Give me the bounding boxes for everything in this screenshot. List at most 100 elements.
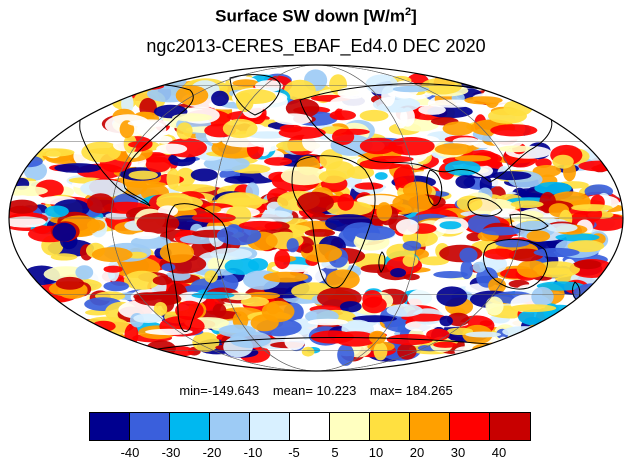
anomaly-patch [75,265,94,280]
anomaly-patch [128,170,158,180]
anomaly-patch [490,124,538,137]
title-text: Surface SW down [W/m [215,6,406,26]
anomaly-patch [433,271,468,279]
anomaly-patch [44,205,69,218]
anomaly-patch [284,79,316,101]
colorbar [89,412,531,441]
anomaly-patch [421,77,462,95]
anomaly-patch [329,110,356,121]
anomaly-patch [490,208,521,219]
colorbar-box [290,413,330,440]
colorbar-box [210,413,250,440]
anomaly-patch [87,219,106,231]
anomaly-patch [359,137,397,155]
anomaly-patch [240,296,269,307]
anomaly-patch [296,191,334,213]
stat-max: max= 184.265 [369,383,453,398]
colorbar-tick-label: 10 [368,445,384,460]
anomaly-patch [55,276,85,290]
anomaly-patch [516,260,547,278]
anomaly-patch [362,296,387,314]
anomaly-patch [318,170,347,184]
anomaly-patch [156,135,173,144]
anomaly-patch [156,143,188,155]
anomaly-patch [172,184,217,193]
anomaly-patch [166,168,180,190]
anomaly-patch [567,240,605,253]
anomaly-patch [132,231,160,240]
anomaly-patch [484,73,505,89]
anomaly-patch [444,160,481,176]
map-subtitle: ngc2013-CERES_EBAF_Ed4.0 DEC 2020 [146,36,486,56]
anomaly-patch [396,219,420,235]
colorbar-box [330,413,370,440]
anomaly-patch [402,240,422,251]
anomaly-patch [91,247,133,263]
anomaly-patch [520,343,546,362]
anomaly-patch [9,199,38,214]
colorbar-ticks: -40 -30 -20 -10 -5 5 10 20 30 40 [0,445,632,463]
anomaly-patch [304,229,336,237]
anomaly-patch [532,342,576,354]
anomaly-patch [549,324,569,340]
anomaly-patch [555,233,600,242]
anomaly-patch [329,96,369,110]
anomaly-patch [400,107,415,127]
anomaly-patch [442,121,475,136]
anomaly-patch [134,292,182,306]
anomaly-patch [488,108,527,124]
anomaly-patch [263,271,309,283]
anomaly-patch [526,343,559,358]
anomaly-patch [80,179,127,198]
anomaly-patch [204,205,222,213]
anomaly-patch [537,321,553,336]
anomaly-patch [498,340,536,352]
anomaly-patch [534,181,572,195]
anomaly-patch [211,90,229,107]
anomaly-patch [354,225,396,241]
anomaly-patch [192,332,220,352]
anomaly-patch [145,156,171,173]
anomaly-patch [418,105,446,115]
anomaly-patch [127,119,172,127]
anomaly-patch [386,304,423,317]
anomaly-patch [250,314,279,332]
anomaly-patch [552,154,574,169]
anomaly-patch [433,341,458,348]
anomaly-patch [161,263,176,272]
anomaly-patch [531,286,554,307]
anomaly-patch [103,265,123,273]
anomaly-patch [526,230,551,242]
anomaly-patch [514,340,530,360]
anomaly-patch [491,171,532,181]
anomaly-patch [571,204,613,212]
anomaly-patch [9,185,48,196]
anomaly-patch [337,193,355,211]
anomaly-patch [393,166,415,189]
anomaly-patch [485,296,504,316]
anomaly-patch [392,192,434,213]
map-outline [8,64,624,372]
anomaly-patch [439,221,462,230]
anomaly-patch [50,253,78,261]
colorbar-tick-label: 30 [450,445,466,460]
anomaly-patch [274,249,291,270]
anomaly-patch [246,131,289,139]
anomaly-patch [172,113,213,122]
anomaly-patch [191,291,235,299]
anomaly-patch [495,239,530,248]
longitude-line [111,65,521,371]
anomaly-patch [502,326,547,338]
stat-min: min=-149.643 [179,383,260,398]
anomaly-patch [78,337,107,353]
anomaly-patch [145,328,193,336]
anomaly-patch [368,330,387,344]
colorbar-box [170,413,210,440]
anomaly-patch [224,197,269,206]
anomaly-patch [103,281,129,292]
anomaly-patch [153,302,168,316]
anomaly-patch [91,320,116,332]
anomaly-patch [108,341,130,361]
anomaly-patch [204,270,218,283]
anomaly-patch [190,168,218,182]
